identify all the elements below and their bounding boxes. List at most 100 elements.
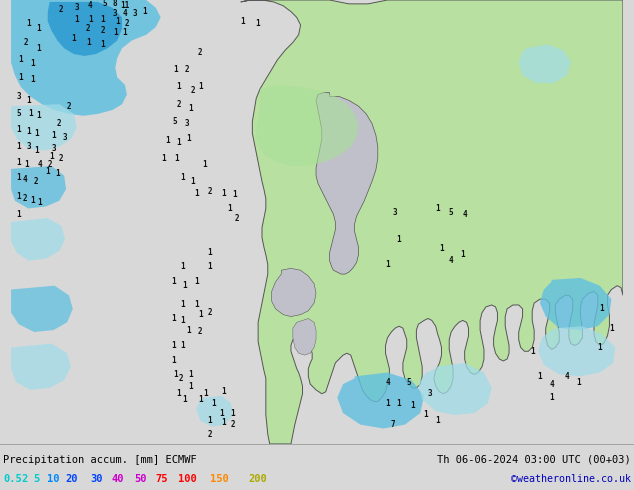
Text: 1: 1 [30, 74, 35, 84]
Text: 2: 2 [184, 65, 189, 74]
Text: 8: 8 [113, 0, 118, 8]
Text: 1: 1 [190, 177, 195, 186]
Text: 1: 1 [16, 193, 21, 201]
Text: 2: 2 [124, 19, 129, 27]
Text: 4: 4 [37, 160, 42, 169]
Text: 1: 1 [177, 82, 181, 91]
Text: 2: 2 [231, 420, 235, 429]
Text: 2: 2 [48, 160, 52, 169]
Text: 4: 4 [565, 372, 569, 381]
Text: 1: 1 [221, 387, 226, 396]
Text: 1: 1 [198, 82, 202, 91]
Text: 4: 4 [549, 380, 554, 389]
Text: 1: 1 [36, 111, 41, 121]
Text: 2: 2 [86, 24, 91, 33]
Text: 1: 1 [424, 411, 429, 419]
Text: 1: 1 [186, 134, 191, 144]
Text: 3: 3 [427, 389, 432, 398]
Text: 1: 1 [16, 173, 21, 182]
Text: 1: 1 [221, 418, 226, 427]
Text: 3: 3 [133, 9, 137, 18]
Text: 4: 4 [88, 1, 93, 10]
Text: 2: 2 [57, 119, 61, 128]
Text: 2: 2 [67, 101, 71, 111]
Text: 4: 4 [462, 210, 467, 219]
Polygon shape [11, 0, 160, 116]
Text: 1: 1 [181, 316, 185, 325]
Text: 200: 200 [248, 474, 267, 484]
Text: 1: 1 [240, 17, 245, 26]
Text: 1: 1 [36, 44, 41, 53]
Text: 1: 1 [51, 131, 56, 140]
Text: 1: 1 [198, 310, 202, 319]
Text: 1: 1 [183, 281, 187, 290]
Text: 100: 100 [178, 474, 197, 484]
Polygon shape [519, 45, 571, 83]
Text: 1: 1 [34, 129, 39, 138]
Polygon shape [538, 326, 615, 376]
Text: 1: 1 [171, 341, 176, 350]
Text: 1: 1 [207, 262, 212, 271]
Text: 1: 1 [183, 395, 187, 404]
Text: 1: 1 [88, 15, 93, 24]
Text: 1: 1 [188, 382, 193, 391]
Text: 1: 1 [397, 235, 401, 244]
Text: 3: 3 [51, 144, 56, 153]
Text: 1: 1 [100, 15, 105, 24]
Text: 1: 1 [30, 59, 35, 68]
Text: 1: 1 [24, 160, 29, 169]
Text: 1: 1 [122, 28, 127, 37]
Text: 10: 10 [47, 474, 60, 484]
Text: 2: 2 [198, 327, 202, 337]
Text: 3: 3 [16, 92, 21, 101]
Text: 3: 3 [26, 142, 31, 151]
Text: 1: 1 [36, 24, 41, 33]
Text: 5: 5 [33, 474, 39, 484]
Text: 1: 1 [194, 277, 198, 286]
Text: 1: 1 [227, 204, 231, 213]
Text: 1: 1 [460, 250, 465, 259]
Text: 50: 50 [134, 474, 146, 484]
Text: 1: 1 [26, 19, 31, 27]
Text: 1: 1 [198, 395, 202, 404]
Text: 1: 1 [233, 191, 237, 199]
Text: 1: 1 [34, 146, 39, 155]
Text: 150: 150 [210, 474, 229, 484]
Text: 1: 1 [86, 38, 91, 47]
Text: 1: 1 [16, 142, 21, 151]
Text: 4: 4 [22, 175, 27, 184]
Text: 1: 1 [194, 300, 198, 310]
Polygon shape [11, 286, 73, 332]
Text: 1: 1 [211, 399, 216, 408]
Text: 1: 1 [207, 248, 212, 257]
Text: 5: 5 [449, 208, 453, 217]
Text: 1: 1 [18, 73, 23, 82]
Text: 3: 3 [113, 9, 118, 18]
Text: ©weatheronline.co.uk: ©weatheronline.co.uk [511, 474, 631, 484]
Text: 1: 1 [100, 40, 105, 49]
Polygon shape [48, 2, 122, 56]
Text: 1: 1 [173, 65, 178, 74]
Text: 2: 2 [207, 308, 212, 317]
Text: 1: 1 [397, 399, 401, 408]
Text: 5: 5 [16, 109, 21, 119]
Text: 7: 7 [391, 420, 396, 429]
Text: 0.5: 0.5 [3, 474, 22, 484]
Polygon shape [11, 218, 65, 261]
Text: 4: 4 [449, 256, 453, 265]
Text: 1: 1 [28, 109, 33, 119]
Text: 2: 2 [23, 38, 28, 47]
Text: 3: 3 [184, 119, 189, 128]
Polygon shape [11, 166, 66, 208]
Text: 1: 1 [171, 277, 176, 286]
Text: 2: 2 [100, 26, 105, 35]
Text: 2: 2 [34, 177, 39, 186]
Text: 1: 1 [46, 167, 50, 176]
Text: 1: 1 [175, 154, 179, 163]
Polygon shape [271, 269, 316, 317]
Text: Precipitation accum. [mm] ECMWF: Precipitation accum. [mm] ECMWF [3, 455, 197, 465]
Text: 1: 1 [219, 409, 224, 417]
Text: 1: 1 [255, 19, 259, 27]
Text: 1: 1 [55, 169, 60, 178]
Polygon shape [540, 278, 611, 330]
